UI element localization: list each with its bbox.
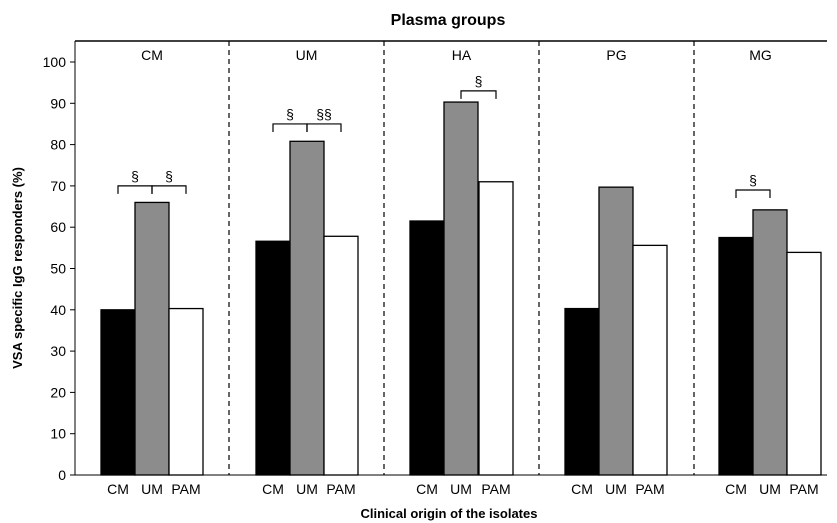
- category-label: CM: [725, 481, 747, 497]
- category-label: PAM: [481, 481, 510, 497]
- bar: [564, 307, 600, 476]
- significance-bracket: [151, 185, 187, 194]
- significance-marker: §: [131, 168, 139, 184]
- significance-marker: §: [475, 73, 483, 89]
- category-label: UM: [141, 481, 163, 497]
- significance-bracket: [272, 123, 308, 132]
- category-label: PAM: [635, 481, 664, 497]
- category-label: UM: [296, 481, 318, 497]
- bar: [752, 209, 788, 476]
- y-tick-label: 30: [50, 343, 66, 359]
- category-label: CM: [416, 481, 438, 497]
- bar: [632, 244, 668, 476]
- significance-bracket: [735, 189, 771, 199]
- bar: [168, 307, 204, 476]
- panel-label: UM: [296, 47, 318, 63]
- panel-label: MG: [749, 47, 772, 63]
- chart-title: Plasma groups: [391, 12, 506, 29]
- bar: [443, 101, 479, 476]
- significance-marker: §: [286, 106, 294, 122]
- x-axis-title: Clinical origin of the isolates: [361, 506, 538, 521]
- bar: [409, 220, 445, 476]
- significance-marker: §§: [316, 106, 332, 122]
- significance-marker: §: [749, 172, 757, 188]
- y-tick-label: 60: [50, 219, 66, 235]
- y-tick-label: 70: [50, 178, 66, 194]
- bar: [255, 240, 291, 476]
- bar: [478, 181, 514, 476]
- category-label: PAM: [171, 481, 200, 497]
- panel-label: HA: [452, 47, 472, 63]
- significance-bracket: [306, 123, 342, 132]
- significance-bracket: [117, 185, 153, 194]
- panel-label: PG: [606, 47, 626, 63]
- bar: [718, 236, 754, 476]
- bar: [786, 251, 822, 476]
- category-label: CM: [262, 481, 284, 497]
- y-tick-label: 40: [50, 302, 66, 318]
- category-label: PAM: [326, 481, 355, 497]
- panel-label: CM: [141, 47, 163, 63]
- category-label: UM: [450, 481, 472, 497]
- y-tick-label: 20: [50, 384, 66, 400]
- significance-marker: §: [165, 168, 173, 184]
- y-tick-label: 10: [50, 426, 66, 442]
- bar: [100, 309, 136, 476]
- bar: [289, 140, 325, 476]
- y-tick-label: 80: [50, 137, 66, 153]
- significance-bracket: [460, 90, 497, 99]
- bar: [134, 201, 170, 476]
- y-axis-title: VSA specific IgG responders (%): [10, 167, 25, 369]
- y-tick-label: 90: [50, 95, 66, 111]
- category-label: CM: [571, 481, 593, 497]
- category-label: CM: [107, 481, 129, 497]
- category-label: UM: [605, 481, 627, 497]
- bar: [598, 186, 634, 476]
- y-tick-label: 50: [50, 261, 66, 277]
- category-label: UM: [759, 481, 781, 497]
- bar: [323, 235, 359, 476]
- y-tick-label: 100: [43, 54, 67, 70]
- category-label: PAM: [789, 481, 818, 497]
- y-tick-label: 0: [58, 467, 66, 483]
